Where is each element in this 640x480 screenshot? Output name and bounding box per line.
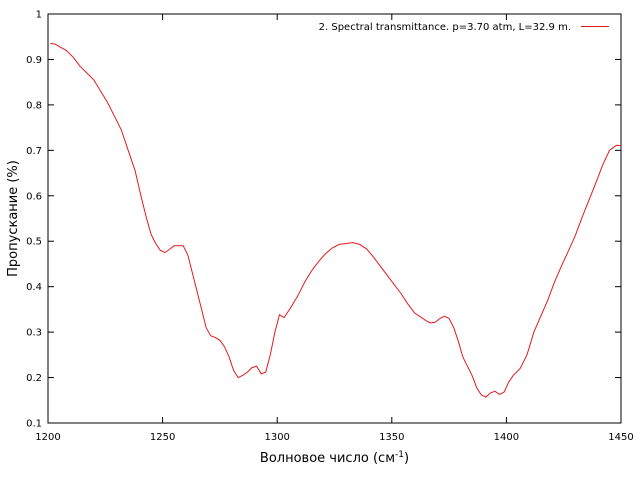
series-line-transmittance (50, 43, 622, 398)
x-axis-title-end: ) (404, 451, 409, 466)
y-axis-ticks: 0.1 0.2 0.3 0.4 0.5 0.6 0.7 0.8 0.9 1 (26, 10, 621, 430)
x-tick-label: 1200 (35, 432, 60, 443)
y-tick-label: 0.5 (26, 237, 42, 248)
y-axis-title: Пропускание (%) (6, 160, 21, 277)
y-tick-label: 0.7 (26, 146, 42, 157)
x-tick-label: 1350 (379, 432, 404, 443)
y-tick-label: 0.4 (26, 282, 42, 293)
x-axis-title: Волновое число (см-1) (260, 450, 409, 466)
legend: 2. Spectral transmittance. p=3.70 atm, L… (319, 22, 609, 33)
plot-frame (47, 13, 622, 424)
x-axis-title-superscript: -1 (395, 450, 404, 460)
y-tick-label: 0.3 (26, 328, 42, 339)
y-tick-label: 0.2 (26, 373, 42, 384)
x-axis-title-main: Волновое число (см (260, 451, 395, 466)
y-tick-label: 0.8 (26, 100, 42, 111)
x-tick-label: 1400 (494, 432, 519, 443)
y-tick-label: 0.9 (26, 55, 42, 66)
y-tick-label: 0.6 (26, 191, 42, 202)
x-tick-label: 1300 (264, 432, 289, 443)
y-tick-label: 0.1 (26, 419, 42, 430)
legend-label: 2. Spectral transmittance. p=3.70 atm, L… (319, 22, 571, 33)
y-tick-label: 1 (36, 10, 42, 21)
x-tick-label: 1250 (150, 432, 175, 443)
x-tick-label: 1450 (608, 432, 633, 443)
x-axis-ticks: 1200 1250 1300 1350 1400 1450 (35, 14, 634, 443)
